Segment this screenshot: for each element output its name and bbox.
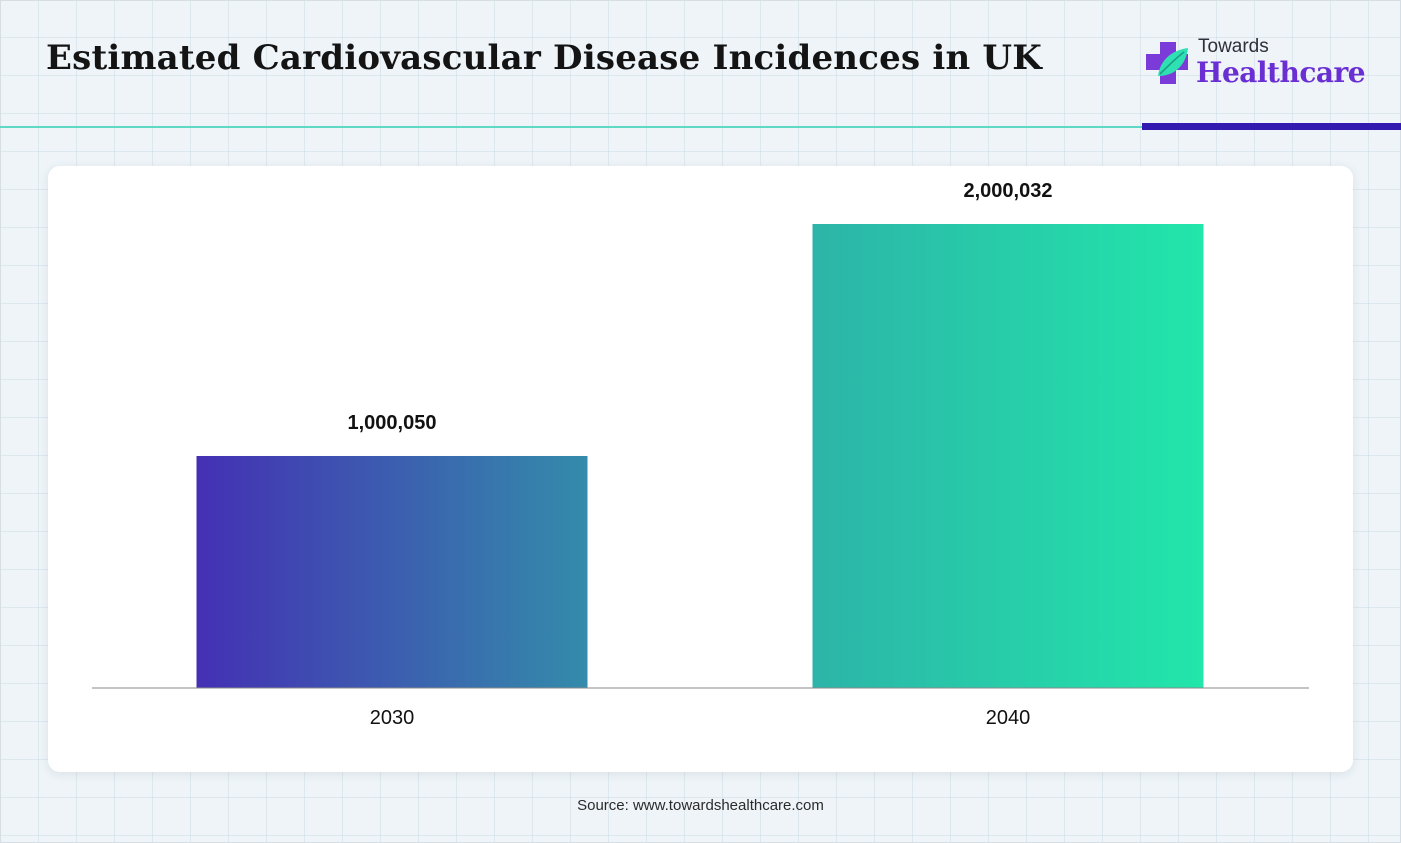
medical-cross-leaf-icon <box>1146 42 1188 84</box>
logo-towards-text: Towards <box>1198 36 1269 57</box>
header-divider-purple <box>1142 123 1401 130</box>
value-label-2040: 2,000,032 <box>964 180 1053 202</box>
value-label-2030: 1,000,050 <box>348 412 437 434</box>
logo-healthcare-text: Healthcare <box>1196 56 1366 89</box>
bar-2030 <box>196 455 588 688</box>
bar-chart: 1,000,050 2030 2,000,032 2040 <box>92 180 1309 729</box>
source-citation: Source: www.towardshealthcare.com <box>577 797 824 814</box>
bar-2040 <box>812 223 1204 688</box>
header-divider-teal <box>0 126 1142 128</box>
brand-logo: Towards Healthcare <box>1144 36 1366 96</box>
x-tick-label-2030: 2030 <box>370 707 415 729</box>
chart-card: 1,000,050 2030 2,000,032 2040 <box>48 166 1353 772</box>
page-title: Estimated Cardiovascular Disease Inciden… <box>46 38 1043 78</box>
x-tick-label-2040: 2040 <box>986 707 1031 729</box>
